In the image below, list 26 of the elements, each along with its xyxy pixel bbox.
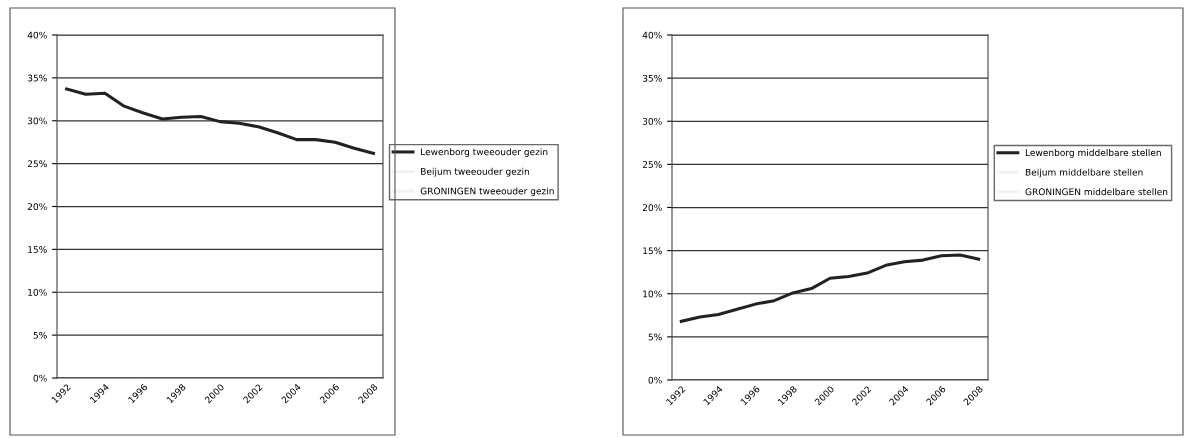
y-tick-label: 35%	[27, 74, 47, 82]
y-tick-label: 10%	[643, 290, 662, 298]
y-tick-label: 10%	[28, 288, 47, 296]
legend-label: Lewenborg tweeouder gezin	[421, 148, 548, 157]
y-tick-label: 5%	[648, 333, 662, 341]
y-tick-label: 35%	[642, 74, 662, 82]
legend-label: Beijum middelbare stellen	[1025, 168, 1143, 178]
y-tick-label: 30%	[27, 117, 47, 125]
y-tick-label: 0%	[33, 374, 47, 382]
y-tick-label: 15%	[28, 246, 47, 253]
y-tick-label: 25%	[27, 160, 47, 168]
y-tick-label: 20%	[642, 204, 662, 212]
y-tick-label: 15%	[643, 247, 662, 255]
legend-label: Lewenborg middelbare stellen	[1025, 149, 1161, 158]
y-tick-label: 25%	[642, 161, 662, 168]
line-series	[65, 87, 375, 155]
y-tick-label: 5%	[33, 331, 47, 339]
legend-label: GRONINGEN tweeouder gezin	[420, 187, 554, 197]
y-tick-label: 20%	[27, 203, 47, 211]
y-tick-label: 0%	[648, 376, 662, 384]
legend-label: GRONINGEN middelbare stellen	[1025, 188, 1168, 196]
legend-label: Beijum tweeouder gezin	[421, 167, 529, 177]
line-series	[679, 253, 981, 323]
y-tick-label: 30%	[642, 117, 662, 125]
y-tick-label: 40%	[27, 31, 47, 39]
y-tick-label: 40%	[642, 31, 662, 39]
